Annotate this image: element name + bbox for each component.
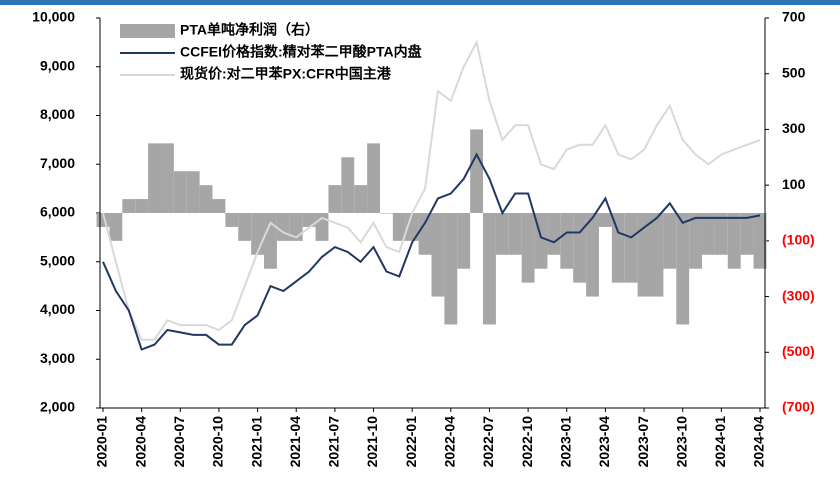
bar: [173, 171, 187, 213]
y2-tick-label: 300: [782, 120, 806, 136]
y2-tick-label: 500: [782, 64, 806, 80]
y2-tick-label: 700: [782, 9, 806, 25]
x-tick-label: 2023-10: [673, 416, 689, 468]
bar: [367, 143, 380, 213]
bar: [753, 213, 767, 269]
x-tick-label: 2023-04: [596, 416, 612, 468]
bar: [702, 213, 715, 255]
legend-swatch: [120, 24, 175, 38]
x-tick-label: 2022-04: [442, 416, 458, 468]
x-tick-label: 2024-04: [751, 416, 767, 468]
bar: [238, 213, 252, 241]
bar: [251, 213, 265, 255]
bar: [199, 185, 213, 213]
bar: [341, 157, 355, 213]
x-tick-label: 2020-01: [94, 416, 110, 468]
bar: [122, 199, 136, 213]
y2-tick-label: 100: [782, 176, 806, 192]
bar: [624, 213, 638, 283]
bar: [483, 213, 496, 325]
bar: [354, 185, 368, 213]
bar: [148, 143, 161, 213]
bar: [727, 213, 741, 269]
bar: [586, 213, 599, 297]
legend-label: CCFEI价格指数:精对苯二甲酸PTA内盘: [180, 44, 422, 60]
x-tick-label: 2022-10: [519, 416, 535, 468]
y-tick-label: 7,000: [40, 155, 75, 171]
y-tick-label: 8,000: [40, 106, 75, 122]
y-tick-label: 3,000: [40, 350, 75, 366]
bar: [212, 199, 226, 213]
bar: [418, 213, 432, 255]
bar: [470, 129, 484, 213]
bar: [392, 213, 406, 241]
x-tick-label: 2020-10: [210, 416, 226, 468]
bar: [714, 213, 728, 255]
bar: [547, 213, 561, 255]
bar: [573, 213, 587, 283]
y2-tick-label: (500): [782, 343, 815, 359]
top-band: [0, 0, 840, 5]
x-tick-label: 2021-01: [248, 416, 264, 468]
y-tick-label: 10,000: [32, 9, 75, 25]
y2-tick-label: (300): [782, 287, 815, 303]
bar: [431, 213, 445, 297]
bar: [109, 213, 123, 241]
bar: [508, 213, 522, 255]
y-tick-label: 2,000: [40, 399, 75, 415]
x-tick-label: 2023-01: [557, 416, 573, 468]
bar: [598, 213, 612, 227]
y-tick-label: 5,000: [40, 252, 75, 268]
bar: [740, 213, 754, 255]
bar: [663, 213, 677, 269]
bar: [186, 171, 200, 213]
x-tick-label: 2021-10: [364, 416, 380, 468]
bar: [160, 143, 174, 213]
bar: [689, 213, 703, 269]
x-tick-label: 2020-07: [171, 416, 187, 468]
bar: [495, 213, 509, 255]
bar: [676, 213, 690, 325]
legend-label: PTA单吨净利润（右）: [180, 22, 319, 38]
y-tick-label: 4,000: [40, 301, 75, 317]
y-tick-label: 6,000: [40, 204, 75, 220]
bar: [135, 199, 149, 213]
y2-tick-label: (700): [782, 399, 815, 415]
x-tick-label: 2022-01: [403, 416, 419, 468]
x-tick-label: 2024-01: [712, 416, 728, 468]
x-tick-label: 2021-07: [326, 416, 342, 468]
bar: [328, 185, 342, 213]
bar: [225, 213, 239, 227]
bar: [444, 213, 458, 325]
line: [102, 39, 761, 341]
bar: [379, 213, 393, 214]
bar: [302, 213, 316, 227]
bar: [650, 213, 664, 297]
line: [102, 152, 761, 351]
bar: [457, 213, 471, 269]
y-tick-label: 9,000: [40, 57, 75, 73]
bar: [521, 213, 535, 283]
x-tick-label: 2023-07: [635, 416, 651, 468]
legend-label: 现货价:对二甲苯PX:CFR中国主港: [180, 66, 392, 82]
x-tick-label: 2021-04: [287, 416, 303, 468]
y2-tick-label: (100): [782, 232, 815, 248]
bar: [264, 213, 277, 269]
bar: [637, 213, 651, 297]
bar: [560, 213, 574, 269]
bar: [611, 213, 625, 283]
x-tick-label: 2022-07: [480, 416, 496, 468]
x-tick-label: 2020-04: [132, 416, 148, 468]
bar: [276, 213, 290, 241]
